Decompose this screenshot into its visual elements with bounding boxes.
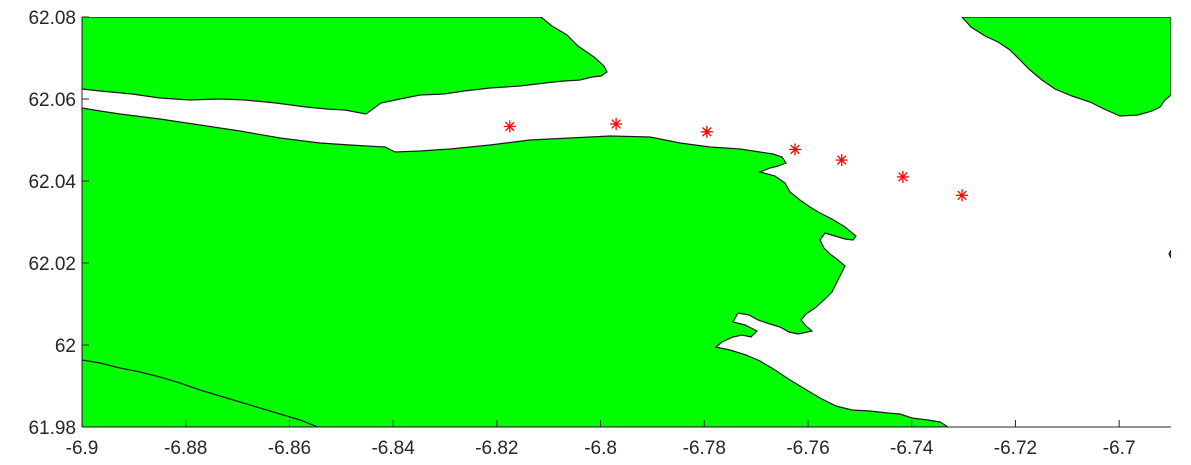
y-tick-label: 62.02 bbox=[28, 254, 76, 275]
y-tick-label: 62 bbox=[55, 336, 76, 357]
land-layer bbox=[82, 17, 1171, 427]
data-point-marker bbox=[956, 189, 969, 202]
x-tick-label: -6.82 bbox=[475, 438, 518, 459]
x-tick-label: -6.84 bbox=[371, 438, 415, 459]
x-tick-label: -6.86 bbox=[268, 438, 311, 459]
land-northeast-coast bbox=[961, 17, 1171, 117]
x-tick-label: -6.9 bbox=[66, 438, 99, 459]
data-point-marker bbox=[896, 170, 909, 183]
markers-layer bbox=[503, 118, 969, 202]
data-point-marker bbox=[503, 120, 516, 133]
x-tick-label: -6.72 bbox=[994, 438, 1037, 459]
land-main-island bbox=[82, 107, 950, 427]
x-tick-label: -6.88 bbox=[164, 438, 207, 459]
data-point-marker bbox=[789, 143, 802, 156]
y-tick-label: 62.04 bbox=[28, 172, 76, 193]
x-tick-label: -6.78 bbox=[683, 438, 726, 459]
land-east-islet bbox=[1168, 249, 1171, 259]
y-tick-label: 61.98 bbox=[28, 418, 76, 439]
x-tick-label: -6.74 bbox=[890, 438, 934, 459]
axes: -6.9 -6.88 -6.86 -6.84 -6.82 -6.8 -6.78 -6.76 -6… bbox=[28, 8, 1171, 459]
y-tick-label: 62.08 bbox=[28, 8, 76, 29]
data-point-marker bbox=[700, 125, 713, 138]
x-tick-label: -6.76 bbox=[786, 438, 829, 459]
data-point-marker bbox=[835, 154, 848, 167]
land-north-island bbox=[82, 17, 608, 115]
x-tick-label: -6.8 bbox=[584, 438, 617, 459]
land-southwest-coast bbox=[82, 359, 319, 427]
y-ticks: 61.98 62 62.02 62.04 62.06 62.08 bbox=[28, 8, 89, 439]
x-tick-label: -6.7 bbox=[1103, 438, 1136, 459]
data-point-marker bbox=[610, 118, 623, 131]
y-tick-label: 62.06 bbox=[28, 90, 76, 111]
x-ticks: -6.9 -6.88 -6.86 -6.84 -6.82 -6.8 -6.78 -6.76 -6… bbox=[66, 420, 1136, 459]
